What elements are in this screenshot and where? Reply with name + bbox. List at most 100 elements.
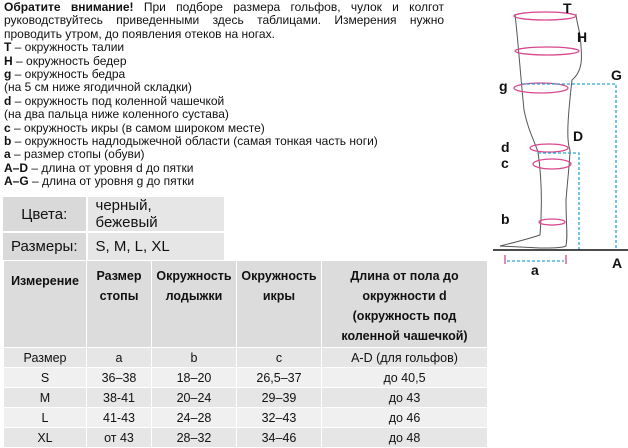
label-g: g <box>499 78 508 94</box>
table-cell: 28–32 <box>151 427 237 448</box>
legend-key: b <box>4 134 12 149</box>
legend-text: (на 5 см ниже ягодичной складки) <box>4 80 192 95</box>
table-cell: 26,5–37 <box>236 367 322 388</box>
table-cell: S <box>3 367 87 388</box>
table-cell: A-D (для гольфов) <box>321 347 488 368</box>
legend-key: H <box>4 53 13 68</box>
ring-c <box>532 158 572 170</box>
label-A: A <box>612 255 622 271</box>
table-cell: 29–39 <box>236 387 322 408</box>
info-row-colors: Цвета: черный, бежевый <box>3 197 224 231</box>
dashed-guides <box>507 83 617 262</box>
label-c: c <box>501 155 509 171</box>
table-cell: Размер <box>3 347 87 368</box>
legend-item: g – окружность бедра <box>4 67 444 82</box>
table-cell: до 48 <box>321 427 488 448</box>
legend-item: A–G – длина от уровня g до пятки <box>4 175 444 188</box>
guide-D <box>538 152 580 250</box>
measurement-legend: T – окружность талии H – окружность бедер… <box>4 41 444 188</box>
legend-key: A–D <box>4 160 29 175</box>
leg-measurement-diagram: T H G g D d c b A a <box>493 0 628 278</box>
size-table: Измерение Размер стопы Окружность лодыжк… <box>3 260 488 448</box>
label-T: T <box>563 0 572 16</box>
legend-item: (на 5 см ниже ягодичной складки) <box>4 81 444 94</box>
instructions: Обратите внимание! При подборе размера г… <box>4 0 444 189</box>
ring-d <box>529 143 569 153</box>
ring-T <box>513 11 577 21</box>
intro-line-3: проводить утром, до появления отеков на … <box>4 26 275 41</box>
table-cell: a <box>86 347 152 368</box>
info-row-sizes: Размеры: S, M, L, XL <box>3 233 224 260</box>
table-cell: L <box>3 407 87 428</box>
info-label: Размеры: <box>3 233 86 260</box>
legend-item: (на два пальца ниже коленного сустава) <box>4 108 444 121</box>
label-a: a <box>531 262 539 278</box>
table-cell: 41-43 <box>86 407 152 428</box>
table-header: Измерение Размер стопы Окружность лодыжк… <box>3 260 488 348</box>
label-D: D <box>573 128 583 144</box>
intro-text: При подборе размера гольфов, чулок и кол… <box>143 0 444 14</box>
label-b: b <box>501 211 510 227</box>
legend-text: – окружность бедра <box>11 67 126 82</box>
table-cell: c <box>236 347 322 368</box>
legend-key: d <box>4 93 12 108</box>
legend-text: – размер стопы (обуви) <box>10 147 145 162</box>
legend-item: a – размер стопы (обуви) <box>4 148 444 161</box>
table-cell: до 46 <box>321 407 488 428</box>
table-row: S 36–38 18–20 26,5–37 до 40,5 <box>3 367 488 388</box>
intro-line-2: руководствуйтесь приведенными здесь табл… <box>4 13 444 28</box>
guide-G <box>522 83 617 250</box>
legend-text: – окружность бедер <box>12 53 127 68</box>
legend-item: b – окружность надлодыжечной области (са… <box>4 134 444 149</box>
legend-item: d – окружность под коленной чашечкой <box>4 93 444 108</box>
legend-key: g <box>4 67 12 82</box>
legend-item: T – окружность талии <box>4 41 444 54</box>
table-cell: b <box>151 347 237 368</box>
legend-text: – длина от уровня g до пятки <box>28 174 195 189</box>
ring-g <box>513 82 569 94</box>
table-cell: XL <box>3 427 87 448</box>
table-cell: 18–20 <box>151 367 237 388</box>
intro-line-1: Обратите внимание! При подборе размера г… <box>4 0 444 14</box>
legend-item: A–D – длина от уровня d до пятки <box>4 160 444 175</box>
table-cell: до 40,5 <box>321 367 488 388</box>
label-H: H <box>577 29 587 45</box>
info-value: S, M, L, XL <box>87 233 224 260</box>
table-cell: до 43 <box>321 387 488 408</box>
legend-item: H – окружность бедер <box>4 53 444 68</box>
measurement-rings <box>504 11 580 264</box>
table-cell: 32–43 <box>236 407 322 428</box>
col-header: Окружность икры <box>236 260 322 348</box>
table-row: XL от 43 28–32 34–46 до 48 <box>3 427 488 448</box>
legend-key: A–G <box>4 174 29 189</box>
label-G: G <box>611 67 622 83</box>
leg-outline <box>499 13 583 249</box>
col-header: Измерение <box>3 260 87 348</box>
legend-text: – длина от уровня d до пятки <box>28 160 194 175</box>
table-cell: 20–24 <box>151 387 237 408</box>
legend-text: – окружность надлодыжечной области (сама… <box>11 134 378 149</box>
table-cell: 36–38 <box>86 367 152 388</box>
attention-label: Обратите внимание! <box>4 0 134 14</box>
table-row: M 38-41 20–24 29–39 до 43 <box>3 387 488 408</box>
col-header: Окружность лодыжки <box>151 260 237 348</box>
table-cell: 34–46 <box>236 427 322 448</box>
legend-text: – окружность талии <box>11 40 125 55</box>
legend-key: a <box>4 147 11 162</box>
col-header: Размер стопы <box>86 260 152 348</box>
table-row: L 41-43 24–28 32–43 до 46 <box>3 407 488 428</box>
col-header: Длина от пола до окружности d (окружност… <box>321 260 488 348</box>
legend-text: (на два пальца ниже коленного сустава) <box>4 107 229 122</box>
ring-b <box>538 218 566 226</box>
legend-key: T <box>4 40 12 55</box>
legend-text: – окружность под коленной чашечкой <box>11 93 225 108</box>
label-d: d <box>501 139 510 155</box>
product-info-table: Цвета: черный, бежевый Размеры: S, M, L, X… <box>1 195 226 262</box>
legend-text: – окружность икры (в самом широком месте… <box>10 120 265 135</box>
table-cell: 24–28 <box>151 407 237 428</box>
ring-H <box>514 46 580 56</box>
table-cell: от 43 <box>86 427 152 448</box>
info-value: черный, бежевый <box>87 197 224 231</box>
legend-item: c – окружность икры (в самом широком мес… <box>4 120 444 135</box>
legend-key: c <box>4 120 11 135</box>
